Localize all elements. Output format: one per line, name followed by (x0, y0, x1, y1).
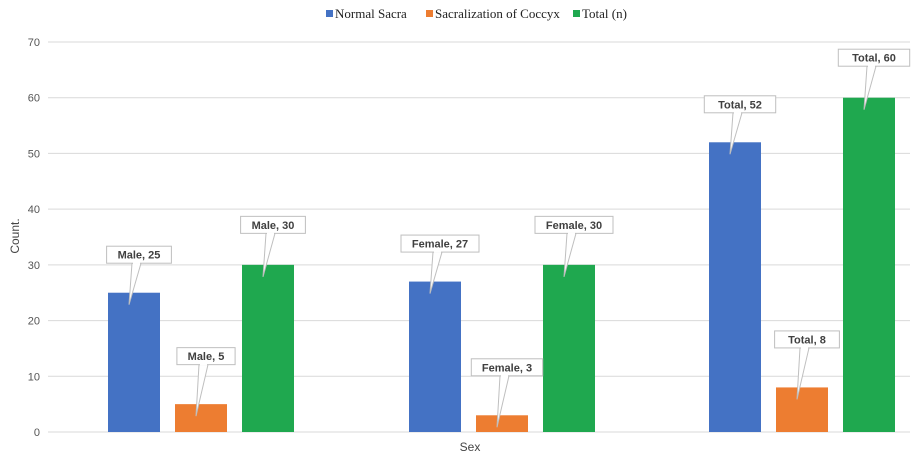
data-label-text: Female, 3 (482, 362, 532, 374)
bar-total-n-male (242, 264, 294, 432)
legend-label: Total (n) (582, 6, 627, 21)
gridlines (48, 41, 910, 433)
data-label-text: Male, 30 (252, 220, 295, 232)
bar-sacralization-of-coccyx-total (776, 387, 828, 432)
data-label-text: Male, 5 (188, 351, 225, 363)
data-label-text: Female, 30 (546, 220, 602, 232)
bar-normal-sacra-total (709, 142, 761, 433)
legend-item-total-n: Total (n) (573, 6, 627, 21)
bar-total-n-total (843, 97, 895, 432)
data-label: Female, 27 (400, 234, 480, 294)
legend-label: Sacralization of Coccyx (435, 6, 560, 21)
data-label: Female, 3 (470, 358, 544, 428)
data-labels: Male, 25 Female, 27 Total, 52 Male, 5 Female… (106, 48, 911, 428)
legend-item-normal-sacra: Normal Sacra (326, 6, 407, 21)
x-axis-title: Sex (460, 440, 481, 454)
legend-label: Normal Sacra (335, 6, 407, 21)
legend-swatch (573, 10, 580, 17)
y-tick-label: 20 (28, 316, 40, 328)
data-label: Female, 30 (534, 215, 614, 277)
y-axis-ticks: 0 10 20 30 40 50 60 70 (28, 37, 40, 439)
bars (108, 97, 895, 433)
y-tick-label: 60 (28, 93, 40, 105)
data-label: Total, 60 (837, 48, 911, 110)
y-axis-title: Count. (8, 218, 22, 253)
data-label: Total, 52 (703, 95, 777, 155)
y-tick-label: 30 (28, 260, 40, 272)
y-tick-label: 50 (28, 148, 40, 160)
bar-sacralization-of-coccyx-female (476, 415, 528, 432)
data-label-text: Total, 8 (788, 334, 826, 346)
data-label: Total, 8 (774, 330, 840, 400)
data-label: Male, 30 (240, 215, 306, 277)
y-tick-label: 10 (28, 371, 40, 383)
bar-sacralization-of-coccyx-male (175, 404, 227, 432)
data-label: Male, 5 (176, 347, 236, 417)
data-label: Male, 25 (106, 245, 172, 305)
legend-swatch (426, 10, 433, 17)
legend-swatch (326, 10, 333, 17)
bar-normal-sacra-female (409, 281, 461, 432)
y-tick-label: 0 (34, 427, 40, 439)
data-label-text: Male, 25 (118, 250, 161, 262)
bar-total-n-female (543, 264, 595, 432)
y-tick-label: 40 (28, 204, 40, 216)
data-label-text: Total, 52 (718, 99, 762, 111)
data-label-text: Female, 27 (412, 239, 468, 251)
legend-item-sacralization-of-coccyx: Sacralization of Coccyx (426, 6, 560, 21)
legend: Normal Sacra Sacralization of Coccyx Total… (326, 6, 627, 21)
y-tick-label: 70 (28, 37, 40, 49)
bar-normal-sacra-male (108, 292, 160, 432)
data-label-text: Total, 60 (852, 53, 896, 65)
